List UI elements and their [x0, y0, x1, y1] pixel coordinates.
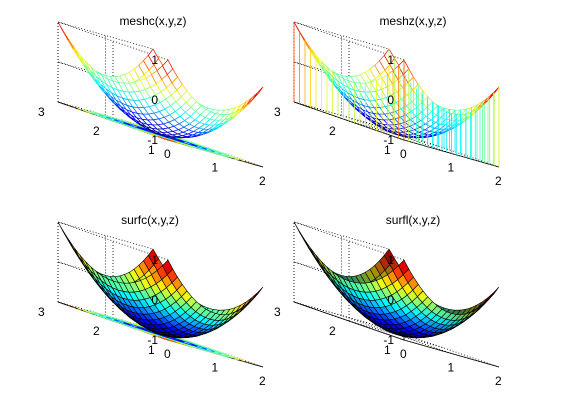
- y-tick-label: 3: [274, 105, 281, 119]
- x-gridline: [341, 315, 452, 354]
- x-axis-line: [403, 339, 500, 368]
- z-gridline: [57, 261, 169, 301]
- surface: [293, 221, 500, 339]
- y-axis-line: [293, 301, 405, 341]
- z-tick-label: -1: [147, 333, 158, 347]
- z-tick-label: 1: [151, 53, 158, 67]
- x-tick-label: 1: [448, 161, 455, 175]
- x-tick-label: 1: [212, 161, 219, 175]
- z-tick-label: 0: [151, 293, 158, 307]
- x-tick-label: 2: [495, 174, 502, 188]
- surface-cell: [252, 286, 264, 300]
- z-tick-label: 1: [387, 253, 394, 267]
- z-tick-label: 0: [387, 93, 394, 107]
- subplot-title: surfl(x,y,z): [386, 213, 440, 227]
- z-gridline: [293, 61, 405, 101]
- z-gridline: [57, 21, 169, 61]
- z-tick-label: -1: [383, 133, 394, 147]
- y-tick-label: 2: [329, 324, 336, 338]
- mesh-cell: [252, 86, 264, 100]
- x-tick-label: 1: [448, 361, 455, 375]
- x-tick-label: 1: [212, 361, 219, 375]
- y-tick-label: 2: [93, 124, 100, 138]
- z-gridline: [293, 261, 405, 301]
- subplot-title: meshz(x,y,z): [379, 14, 446, 28]
- y-tick-label: 1: [384, 143, 391, 157]
- y-tick-label: 1: [148, 343, 155, 357]
- curtain: [293, 22, 500, 167]
- x-tick-label: 2: [495, 374, 502, 388]
- y-tick-label: 2: [93, 324, 100, 338]
- z-tick-label: -1: [147, 133, 158, 147]
- y-tick-label: 2: [329, 124, 336, 138]
- subplot-title: meshc(x,y,z): [119, 14, 186, 28]
- x-tick-label: 0: [164, 347, 171, 361]
- x-tick-label: 0: [400, 147, 407, 161]
- x-tick-label: 2: [259, 374, 266, 388]
- z-tick-label: 0: [151, 93, 158, 107]
- z-gridline: [57, 221, 169, 261]
- surface: [293, 21, 500, 139]
- x-tick-label: 0: [164, 147, 171, 161]
- surface-cell: [488, 286, 500, 300]
- y-tick-label: 1: [148, 143, 155, 157]
- x-tick-label: 0: [400, 347, 407, 361]
- z-tick-label: -1: [383, 333, 394, 347]
- y-tick-label: 1: [384, 343, 391, 357]
- surface: [57, 21, 264, 139]
- y-tick-label: 3: [274, 305, 281, 319]
- z-gridline: [293, 221, 405, 261]
- z-gridline: [293, 21, 405, 61]
- y-tick-label: 3: [38, 305, 45, 319]
- surface: [57, 221, 264, 339]
- x-tick-label: 2: [259, 174, 266, 188]
- subplot-title: surfc(x,y,z): [121, 213, 179, 227]
- z-tick-label: 0: [387, 293, 394, 307]
- z-tick-label: 1: [387, 53, 394, 67]
- z-gridline: [57, 61, 169, 101]
- z-tick-label: 1: [151, 253, 158, 267]
- y-tick-label: 3: [38, 105, 45, 119]
